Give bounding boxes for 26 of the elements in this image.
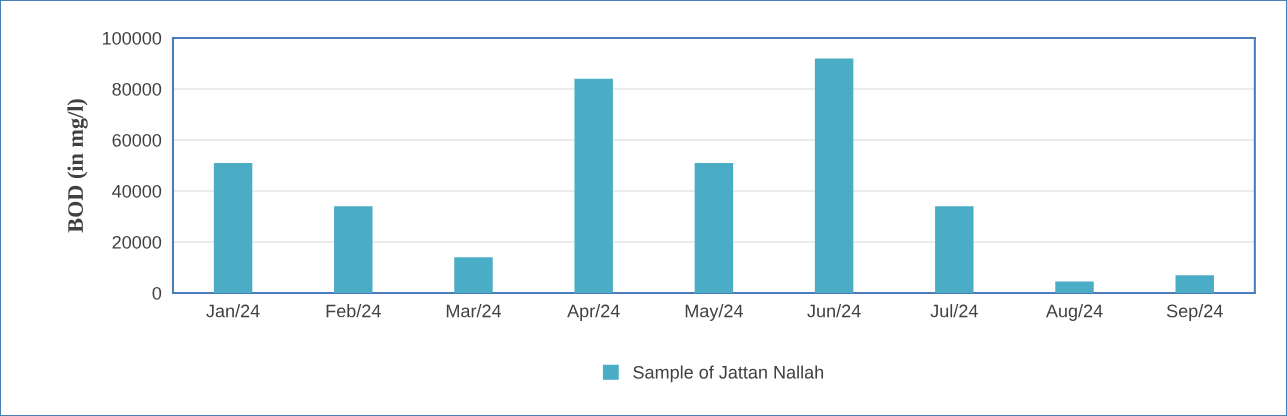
bar [574,78,613,293]
bar [935,206,974,293]
y-tick-label: 60000 [112,133,162,147]
bar [1055,281,1094,293]
x-tick-label: Aug/24 [1045,304,1103,321]
y-tick-label: 80000 [112,82,162,96]
x-tick-label: Feb/24 [326,304,381,318]
x-tick-label: Apr/24 [567,304,620,321]
y-axis-title: BOD (in mg/l) [67,99,88,233]
x-tick-label: Jan/24 [206,304,260,318]
y-tick-label: 100000 [102,31,162,45]
y-tick-label: 40000 [112,184,162,198]
x-tick-label: Mar/24 [446,304,502,318]
bar [334,206,373,293]
y-tick-label: 20000 [112,235,162,249]
bar [694,162,734,293]
x-tick-label: Jul/24 [930,304,978,318]
legend-label: Sample of Jattan Nallah [633,365,824,383]
bar [1175,275,1214,293]
x-tick-label: May/24 [685,304,743,321]
bar [454,257,493,293]
bar [213,162,253,293]
x-tick-label: Jun/24 [807,304,861,318]
x-tick-label: Sep/24 [1166,304,1223,321]
y-tick-label: 0 [152,286,162,300]
bar [814,58,854,293]
